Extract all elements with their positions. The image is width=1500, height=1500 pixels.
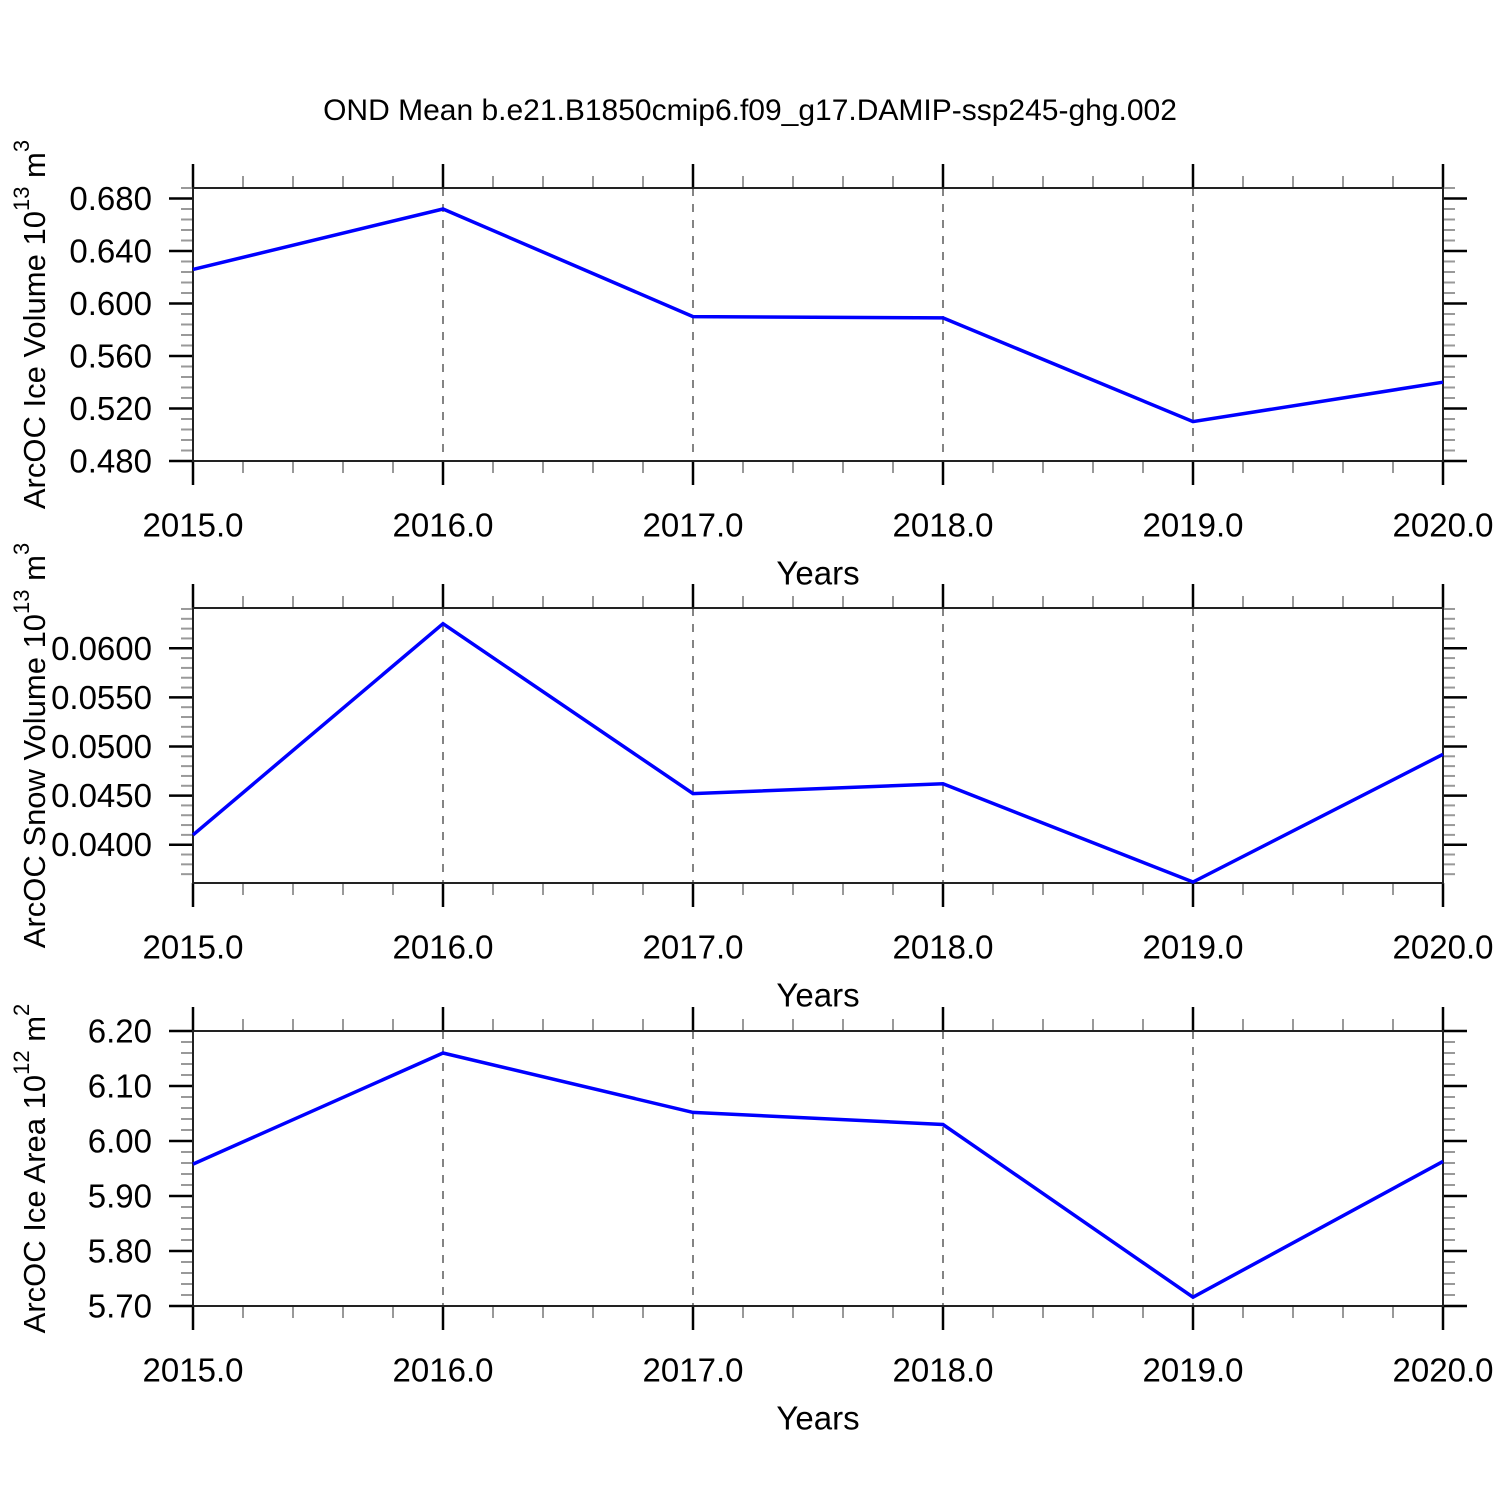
x-tick-label: 2015.0 bbox=[143, 507, 244, 544]
x-tick-label: 2015.0 bbox=[143, 1352, 244, 1389]
x-tick-label: 2020.0 bbox=[1393, 507, 1494, 544]
x-tick-label: 2017.0 bbox=[643, 1352, 744, 1389]
y-tick-label: 0.480 bbox=[69, 443, 152, 480]
x-tick-label: 2018.0 bbox=[893, 1352, 994, 1389]
y-tick-label: 0.600 bbox=[69, 285, 152, 322]
x-tick-label: 2019.0 bbox=[1143, 507, 1244, 544]
panel-ice-volume: 2015.0 2016.0 2017.0 2018.0 2019.0 2020.0 0.48… bbox=[9, 140, 1494, 592]
x-axis-title: Years bbox=[776, 555, 859, 592]
y-tick-label: 6.10 bbox=[88, 1068, 152, 1105]
x-tick-label: 2018.0 bbox=[893, 507, 994, 544]
y-tick-label: 5.90 bbox=[88, 1178, 152, 1215]
panel-snow-volume: 2015.0 2016.0 2017.0 2018.0 2019.0 2020.0 0.04… bbox=[9, 543, 1494, 1014]
y-tick-label: 0.0450 bbox=[51, 777, 152, 814]
y-tick-label: 0.0400 bbox=[51, 826, 152, 863]
y-tick-label: 0.640 bbox=[69, 233, 152, 270]
y-tick-label: 5.80 bbox=[88, 1233, 152, 1270]
chart-title: OND Mean b.e21.B1850cmip6.f09_g17.DAMIP-… bbox=[323, 94, 1177, 127]
y-axis-title: ArcOC Snow Volume 1013 m3 bbox=[9, 543, 52, 948]
x-tick-label: 2016.0 bbox=[393, 929, 494, 966]
x-tick-label: 2016.0 bbox=[393, 1352, 494, 1389]
x-tick-label: 2017.0 bbox=[643, 507, 744, 544]
x-tick-label: 2015.0 bbox=[143, 929, 244, 966]
y-tick-label: 0.520 bbox=[69, 390, 152, 427]
x-tick-label: 2020.0 bbox=[1393, 929, 1494, 966]
y-axis-title: ArcOC Ice Volume 1013 m3 bbox=[9, 140, 52, 509]
y-axis-title: ArcOC Ice Area 1012 m2 bbox=[9, 1004, 52, 1334]
x-tick-label: 2019.0 bbox=[1143, 929, 1244, 966]
x-axis-title: Years bbox=[776, 977, 859, 1014]
plot-frame bbox=[192, 607, 1444, 884]
y-tick-label: 6.20 bbox=[88, 1013, 152, 1050]
y-tick-label: 0.680 bbox=[69, 180, 152, 217]
y-tick-label: 0.0500 bbox=[51, 728, 152, 765]
panel-ice-area: 2015.0 2016.0 2017.0 2018.0 2019.0 2020.0 5.70… bbox=[9, 1004, 1494, 1437]
y-tick-label: 0.560 bbox=[69, 338, 152, 375]
y-tick-label: 5.70 bbox=[88, 1288, 152, 1325]
y-tick-label: 0.0600 bbox=[51, 630, 152, 667]
data-line-ice-volume bbox=[192, 207, 1444, 424]
data-line-snow-volume bbox=[191, 621, 1444, 884]
plot-frame bbox=[192, 187, 1444, 462]
y-tick-label: 6.00 bbox=[88, 1123, 152, 1160]
x-tick-label: 2016.0 bbox=[393, 507, 494, 544]
x-axis-title: Years bbox=[776, 1400, 859, 1437]
y-tick-label: 0.0550 bbox=[51, 679, 152, 716]
x-tick-label: 2019.0 bbox=[1143, 1352, 1244, 1389]
plot-frame bbox=[192, 1030, 1444, 1307]
data-line-ice-area bbox=[192, 1051, 1444, 1300]
x-tick-label: 2020.0 bbox=[1393, 1352, 1494, 1389]
x-tick-label: 2018.0 bbox=[893, 929, 994, 966]
x-tick-label: 2017.0 bbox=[643, 929, 744, 966]
